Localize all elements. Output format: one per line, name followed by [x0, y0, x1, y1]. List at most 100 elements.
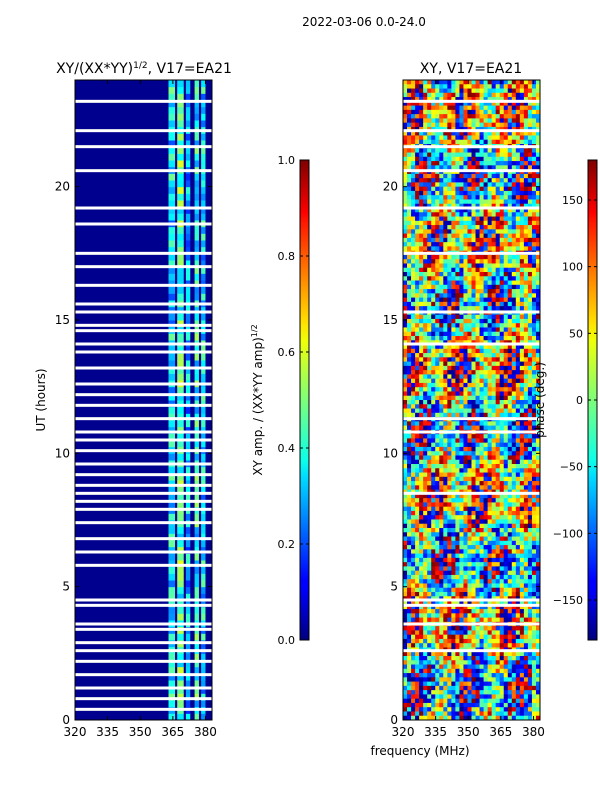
right-cell — [455, 259, 460, 264]
right-cell — [475, 97, 480, 102]
left-band-cell — [185, 546, 191, 554]
right-cell — [535, 557, 540, 563]
right-cell — [419, 152, 424, 158]
right-cell — [467, 88, 472, 94]
left-band-cell — [194, 400, 199, 408]
right-cell — [507, 370, 513, 375]
right-cell — [523, 344, 529, 350]
right-cell — [415, 92, 420, 98]
right-cell — [443, 276, 448, 281]
right-cell — [479, 502, 484, 508]
right-cell — [459, 284, 464, 290]
right-cell — [519, 348, 525, 354]
right-cell — [475, 122, 480, 128]
left-band-cell — [177, 573, 184, 581]
right-cell — [431, 259, 436, 264]
right-cell — [419, 451, 424, 456]
right-cell — [507, 131, 513, 136]
right-cell — [519, 557, 525, 563]
right-cell — [403, 84, 408, 89]
right-cell — [483, 301, 489, 307]
left-band-cell — [185, 426, 191, 434]
right-cell — [507, 579, 513, 584]
left-band-cell — [194, 533, 199, 541]
right-cell — [503, 233, 509, 239]
right-cell — [443, 382, 448, 388]
right-cell — [467, 318, 472, 324]
left-band-cell — [177, 200, 184, 208]
left-band-cell — [168, 673, 176, 681]
right-cell — [531, 570, 537, 576]
left-band-cell — [185, 260, 191, 268]
right-cell — [459, 476, 464, 482]
right-cell — [503, 404, 509, 409]
right-cell — [499, 199, 505, 205]
right-cell — [451, 540, 456, 546]
right-cell — [407, 451, 412, 456]
right-cell — [487, 468, 493, 473]
right-cell — [499, 297, 505, 303]
right-cell — [515, 510, 521, 516]
right-cell — [435, 613, 440, 618]
left-band-cell — [185, 453, 191, 461]
right-cell — [403, 109, 408, 115]
right-cell — [467, 519, 472, 525]
right-cell — [403, 105, 408, 111]
right-cell — [523, 485, 529, 490]
right-cell — [407, 626, 412, 631]
right-cell — [411, 212, 416, 217]
right-cell — [455, 617, 460, 623]
right-cell — [407, 199, 412, 205]
right-cell — [475, 297, 480, 303]
right-cell — [483, 476, 489, 482]
right-cell — [415, 208, 420, 213]
right-cell — [467, 382, 472, 388]
left-band-cell — [185, 480, 191, 488]
right-cell — [471, 391, 476, 397]
right-cell — [443, 400, 448, 405]
right-cell — [423, 173, 428, 179]
right-cell — [479, 485, 484, 490]
right-cell — [523, 101, 529, 106]
right-cell — [495, 267, 501, 273]
right-cell — [531, 523, 537, 529]
right-cell — [499, 562, 505, 567]
right-cell — [443, 583, 448, 589]
left-band-cell — [168, 93, 176, 101]
right-cell — [511, 481, 517, 486]
right-cell — [511, 92, 517, 98]
right-cell — [507, 306, 513, 311]
right-cell — [403, 408, 408, 414]
right-cell — [475, 135, 480, 141]
right-cell — [407, 528, 412, 533]
right-cell — [451, 353, 456, 358]
right-cell — [431, 451, 436, 456]
right-cell — [443, 370, 448, 375]
right-cell — [415, 267, 420, 273]
right-cell — [415, 374, 420, 380]
right-cell — [511, 545, 517, 550]
right-cell — [503, 272, 509, 277]
left-band-cell — [201, 420, 206, 428]
right-cell — [459, 297, 464, 303]
right-cell — [511, 434, 517, 439]
right-cell — [503, 613, 509, 618]
right-cell — [483, 242, 489, 247]
right-cell — [527, 195, 533, 200]
right-cell — [427, 434, 432, 439]
left-band-cell — [194, 113, 199, 121]
right-cell — [535, 587, 540, 593]
right-cell — [471, 229, 476, 234]
right-cell — [471, 468, 476, 473]
left-band-cell — [177, 420, 184, 428]
left-flagged-row — [75, 499, 212, 503]
right-cell — [523, 566, 529, 572]
right-cell — [451, 327, 456, 333]
right-cell — [419, 156, 424, 162]
right-cell — [459, 459, 464, 465]
left-band-cell — [177, 113, 184, 121]
right-cell — [411, 468, 416, 473]
right-cell — [447, 464, 452, 469]
right-cell — [483, 557, 489, 563]
right-cell — [419, 246, 424, 252]
